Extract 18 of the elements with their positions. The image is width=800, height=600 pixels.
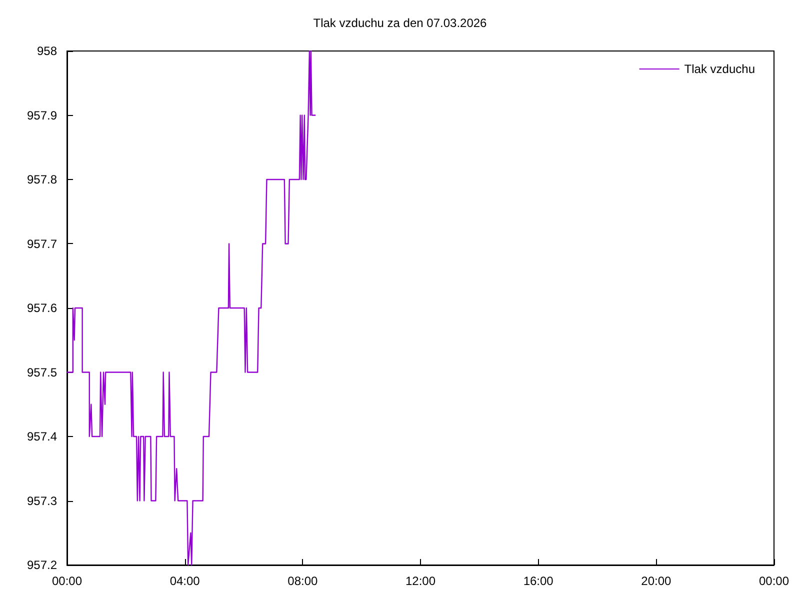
y-tick-label: 957.8	[26, 172, 58, 186]
x-tick-label: 12:00	[405, 574, 436, 588]
chart-title: Tlak vzduchu za den 07.03.2026	[313, 16, 488, 30]
y-tick-label: 957.3	[26, 494, 58, 508]
y-tick-label: 957.7	[26, 236, 58, 251]
x-tick-label: 20:00	[641, 574, 672, 588]
x-tick-label: 16:00	[523, 574, 554, 588]
y-tick-label: 957.2	[26, 558, 58, 572]
x-tick-label: 04:00	[170, 574, 200, 588]
x-tick-label: 08:00	[288, 574, 318, 588]
y-tick-label: 957.9	[26, 108, 58, 122]
x-tick-label: 00:00	[52, 574, 82, 588]
y-tick-label: 957.6	[26, 301, 58, 315]
x-tick-label: 00:00	[758, 574, 790, 588]
y-tick-label: 958	[36, 44, 58, 58]
y-tick-label: 957.4	[26, 430, 58, 444]
legend-label: Tlak vzduchu	[684, 62, 756, 76]
y-tick-label: 957.5	[26, 365, 58, 380]
